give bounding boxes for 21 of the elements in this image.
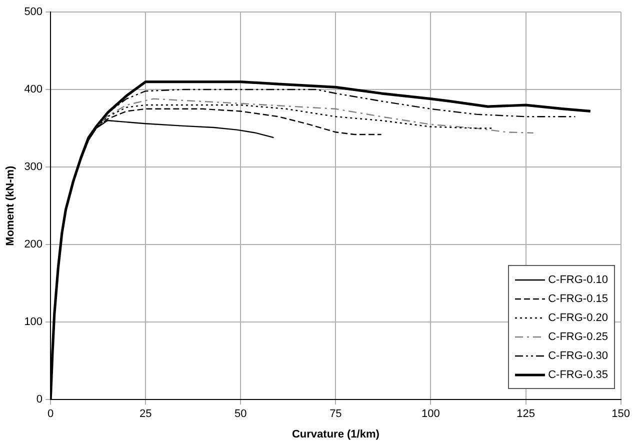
legend-label: C-FRG-0.25: [548, 330, 608, 342]
y-tick-label: 100: [24, 316, 43, 328]
legend-label: C-FRG-0.35: [548, 368, 608, 380]
y-tick-label: 500: [24, 6, 43, 18]
legend-label: C-FRG-0.20: [548, 312, 608, 324]
x-tick-label: 50: [234, 408, 247, 420]
x-tick-label: 125: [516, 408, 535, 420]
y-axis-title: Moment (kN-m): [4, 165, 17, 246]
x-axis-title: Curvature (1/km): [292, 428, 380, 440]
x-tick-label: 100: [422, 408, 440, 420]
y-tick-label: 300: [24, 161, 43, 174]
legend-label: C-FRG-0.10: [548, 274, 608, 286]
legend-label: C-FRG-0.30: [548, 350, 608, 362]
x-tick-label: 25: [139, 408, 152, 420]
x-tick-label: 150: [612, 408, 630, 420]
legend-label: C-FRG-0.15: [548, 292, 608, 304]
x-tick-label: 75: [330, 408, 342, 420]
y-tick-label: 0: [36, 394, 43, 406]
y-tick-label: 200: [24, 238, 43, 251]
y-tick-label: 400: [24, 84, 43, 96]
x-tick-label: 0: [47, 408, 54, 420]
